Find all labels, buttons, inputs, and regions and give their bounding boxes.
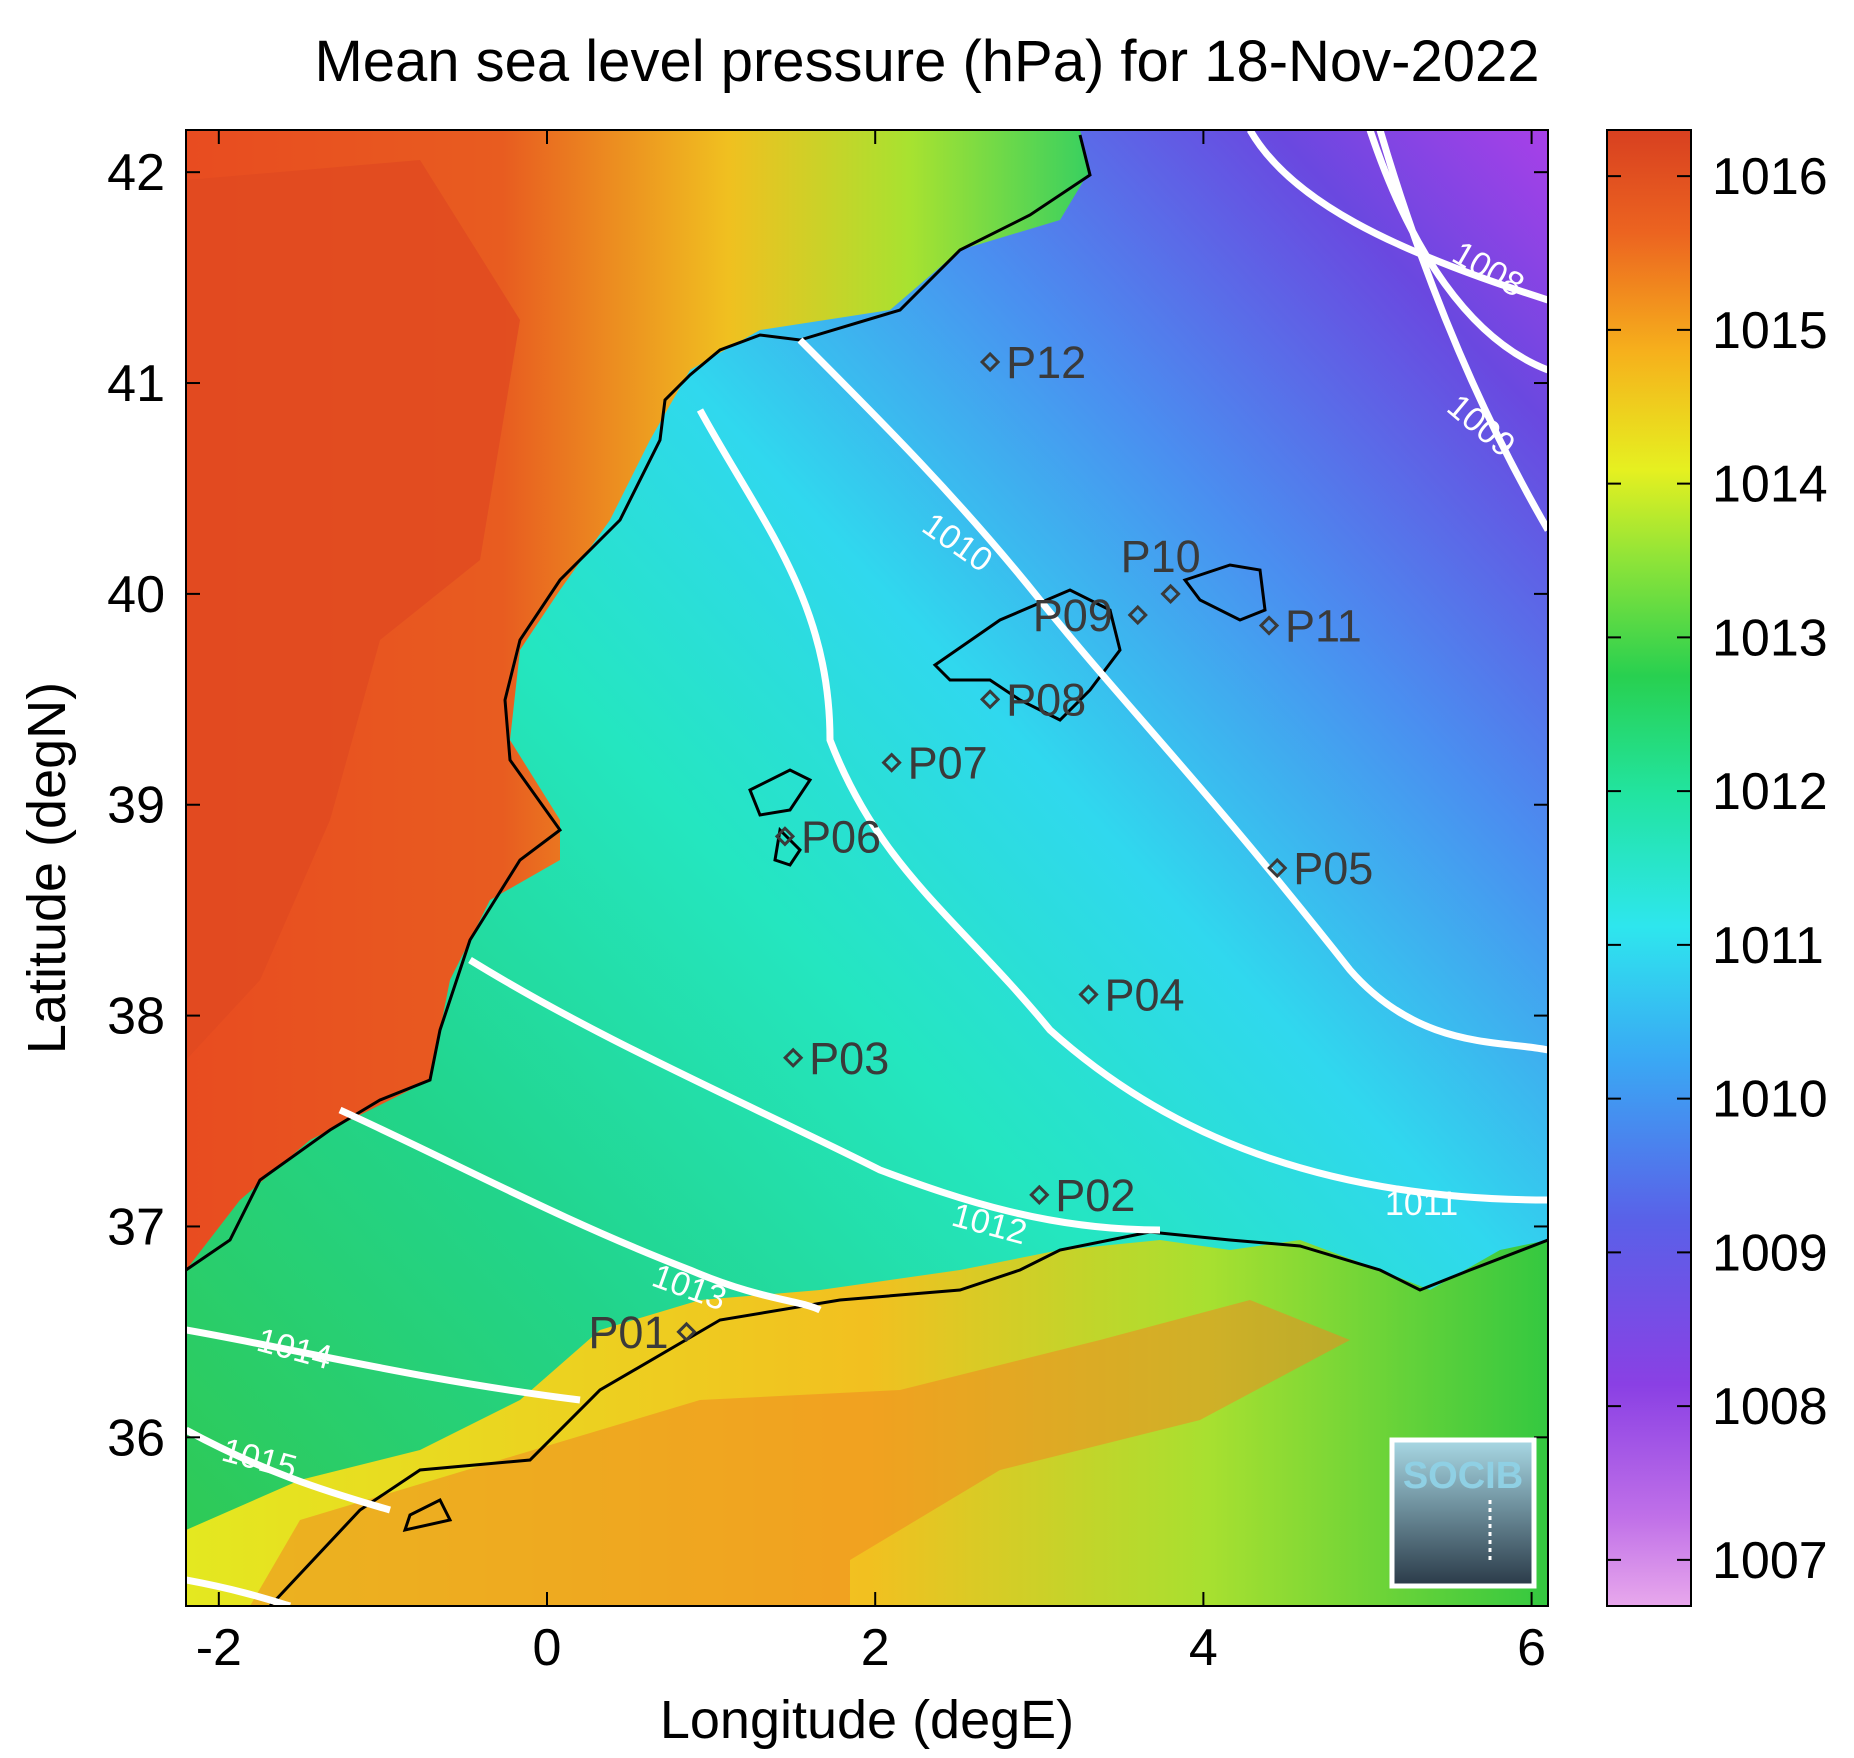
y-tick-label: 41 [107,355,165,413]
y-tick-label: 39 [107,777,165,835]
station-label: P07 [908,738,988,789]
station-label: P12 [1006,337,1086,388]
x-tick-label: -2 [196,1619,242,1677]
station-label: P11 [1285,601,1362,652]
station-label: P06 [801,811,881,862]
ibiza [748,768,813,867]
colorbar-tick-label: 1013 [1712,609,1828,667]
pressure-field [186,130,1548,1606]
colorbar-gradient [1606,129,1692,1607]
x-axis: -2 0 2 4 6 [196,130,1546,1677]
menorca [1182,563,1267,622]
station-marker [1160,583,1181,605]
station-label: P01 [588,1307,668,1358]
x-tick-label: 2 [861,1619,890,1677]
y-tick-label: 36 [107,1409,165,1467]
station-label: P05 [1293,843,1373,894]
station-marker [676,1321,697,1343]
station-label: P02 [1055,1170,1135,1221]
plot-frame [185,129,1549,1607]
colorbar-tick-label: 1016 [1712,148,1828,206]
station-marker [783,1047,804,1068]
station-label: P03 [809,1033,889,1084]
station-marker [979,351,1001,373]
colorbar-tick-label: 1007 [1712,1532,1828,1590]
x-tick-label: 4 [1189,1619,1218,1677]
station-marker [1029,1184,1050,1205]
colorbar-tick-label: 1008 [1712,1378,1828,1436]
x-axis-label: Longitude (degE) [660,1690,1074,1750]
contour-label-1011: 1011 [1385,1185,1458,1223]
station-marker [1267,857,1288,879]
colorbar-tick-label: 1015 [1712,302,1828,360]
y-axis-label: Latitude (degN) [17,682,77,1054]
y-tick-label: 37 [107,1198,165,1256]
station-label: P08 [1006,674,1086,725]
station-marker [1258,615,1280,636]
chart-title: Mean sea level pressure (hPa) for 18-Nov… [314,29,1540,94]
contour-lines [186,130,1548,1606]
station-label: P10 [1121,531,1201,582]
y-tick-label: 38 [107,988,165,1046]
colorbar: 1007 1008 1009 1010 1011 1012 1013 1014 1015 1016 [1606,129,1828,1607]
x-tick-label: 0 [533,1619,562,1677]
colorbar-tick-label: 1012 [1712,763,1828,821]
station-marker [1078,984,1099,1005]
colorbar-tick-label: 1010 [1712,1071,1828,1129]
station-marker [979,689,1001,710]
colorbar-tick-label: 1014 [1712,456,1828,514]
colorbar-tick-label: 1009 [1712,1224,1828,1282]
x-tick-label: 6 [1517,1619,1546,1677]
africa-coastline [268,1230,1548,1606]
socib-logo-text: SOCIB [1403,1455,1523,1497]
station-label: P04 [1105,970,1185,1021]
y-tick-label: 40 [107,566,165,624]
socib-logo: SOCIB [1389,1437,1537,1589]
station-marker [1127,604,1148,626]
station-marker [881,752,902,773]
y-axis: 36 37 38 39 40 41 42 [107,144,1548,1467]
colorbar-ticks: 1007 1008 1009 1010 1011 1012 1013 1014 1015 1016 [1607,148,1828,1590]
y-tick-label: 42 [107,144,165,202]
station-marker [774,826,796,847]
mallorca [932,588,1122,722]
colorbar-tick-label: 1011 [1712,917,1824,975]
iberia-coastline [186,134,1092,1272]
station-label: P09 [1033,590,1113,641]
